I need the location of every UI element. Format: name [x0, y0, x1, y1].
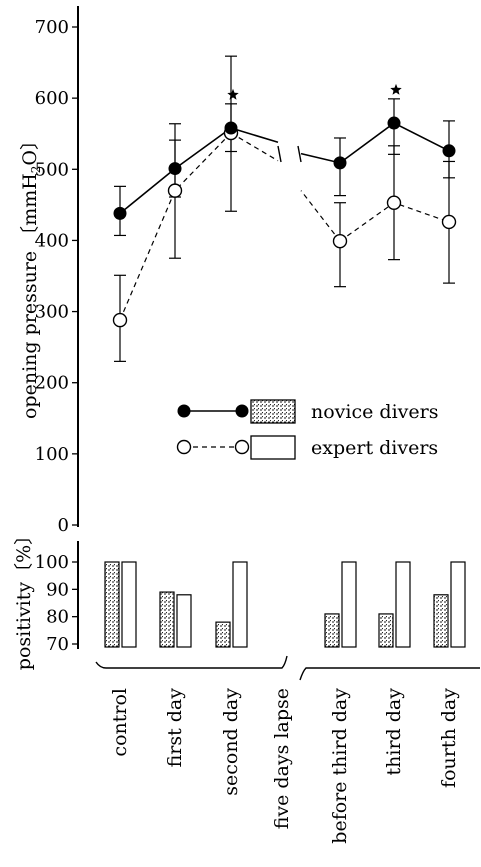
- significance-star-novice-divers-second-day: [227, 88, 239, 100]
- main-y-tick-label-200: 200: [35, 373, 69, 394]
- main-y-ticks: 0 100 200 300 400 500 600 700: [35, 17, 78, 536]
- main-y-tick-label-100: 100: [35, 444, 69, 465]
- bar-novice-divers-before-third-day: [324, 613, 340, 648]
- main-y-tick-label-700: 700: [35, 17, 69, 38]
- series-lines: [119, 122, 450, 321]
- series-markers: [112, 83, 457, 328]
- legend-expert-marker-left: [176, 439, 192, 455]
- legend-expert-label: expert divers: [311, 437, 438, 459]
- x-label-fourth-day: fourth day: [438, 688, 460, 788]
- bar-novice-divers-fourth-day: [433, 594, 449, 648]
- marker-expert-divers-third-day: [386, 195, 402, 210]
- marker-expert-divers-control: [112, 312, 128, 328]
- bar-expert-divers-first-day: [176, 594, 192, 648]
- main-y-tick-label-400: 400: [35, 230, 69, 251]
- marker-novice-divers-fourth-day: [442, 144, 456, 158]
- bar-y-tick-label-100: 100: [35, 552, 69, 573]
- line-novice-stub-right: [300, 152, 341, 164]
- marker-expert-divers-first-day: [167, 183, 183, 198]
- bar-expert-divers-second-day: [232, 561, 248, 648]
- legend-expert-swatch: [250, 435, 296, 460]
- bar-novice-divers-second-day: [215, 621, 231, 648]
- bar-novice-divers-control: [104, 561, 120, 648]
- legend-expert-marker-right: [234, 439, 250, 455]
- bar-expert-divers-control: [121, 561, 137, 648]
- marker-expert-divers-fourth-day: [441, 214, 457, 230]
- bars: [104, 561, 466, 648]
- bar-expert-divers-fourth-day: [450, 561, 466, 648]
- significance-star-novice-divers-third-day: [390, 83, 402, 95]
- bar-y-tick-label-70: 70: [46, 634, 69, 655]
- x-category-labels: control first day second day five days laps…: [109, 688, 460, 844]
- bar-expert-divers-third-day: [395, 561, 411, 648]
- legend-novice-marker-right: [235, 404, 249, 418]
- break-slash-right: [297, 145, 302, 163]
- line-expert-stub-right: [300, 190, 341, 242]
- x-label-third-day: third day: [383, 688, 405, 776]
- bar-y-ticks: 70 80 90 100: [35, 552, 78, 655]
- x-label-before-third-day: before third day: [329, 688, 351, 844]
- marker-novice-divers-second-day: [224, 121, 238, 135]
- x-label-second-day: second day: [220, 688, 242, 796]
- main-y-tick-label-0: 0: [58, 515, 69, 536]
- main-y-tick-label-600: 600: [35, 88, 69, 109]
- legend-novice-label: novice divers: [311, 401, 438, 423]
- x-label-control: control: [109, 688, 131, 757]
- main-y-tick-label-300: 300: [35, 302, 69, 323]
- bar-y-tick-label-90: 90: [46, 579, 69, 600]
- x-label-first-day: first day: [164, 688, 186, 768]
- line-novice-stub-left: [230, 127, 279, 144]
- main-break: [277, 145, 302, 163]
- line-expert-stub-left: [230, 132, 279, 162]
- baseline-right: [299, 667, 480, 681]
- baseline-left: [95, 655, 288, 669]
- x-axis-baseline: [95, 655, 480, 681]
- marker-novice-divers-control: [113, 206, 127, 220]
- bar-y-tick-label-80: 80: [46, 607, 69, 628]
- bar-expert-divers-before-third-day: [341, 561, 357, 648]
- x-label-five-days-lapse: five days lapse: [271, 688, 293, 829]
- main-y-label: opening pressure 〔mmH2O〕: [19, 131, 43, 419]
- bar-novice-divers-third-day: [378, 613, 394, 648]
- marker-novice-divers-first-day: [168, 162, 182, 176]
- bar-y-label: positivity〔%〕: [13, 526, 35, 670]
- marker-novice-divers-before-third-day: [333, 156, 347, 170]
- line-expert-divers-segment-1: [119, 132, 232, 321]
- marker-novice-divers-third-day: [387, 116, 401, 130]
- main-y-tick-label-500: 500: [35, 159, 69, 180]
- error-bars: [114, 55, 455, 362]
- legend-novice-marker-left: [177, 404, 191, 418]
- marker-expert-divers-before-third-day: [332, 233, 348, 249]
- legend: novice divers expert divers: [176, 399, 438, 460]
- bar-novice-divers-first-day: [159, 591, 175, 648]
- break-slash-left: [277, 145, 282, 163]
- legend-novice-swatch: [250, 399, 296, 424]
